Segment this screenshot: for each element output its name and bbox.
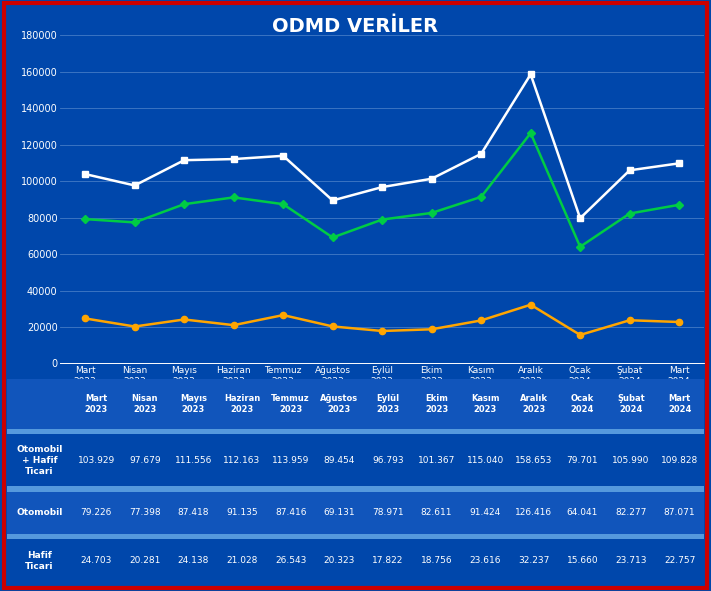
- Text: 126.416: 126.416: [515, 508, 552, 517]
- Text: 91.424: 91.424: [469, 508, 501, 517]
- Text: 109.828: 109.828: [661, 456, 698, 465]
- Text: 111.556: 111.556: [175, 456, 212, 465]
- Text: 96.793: 96.793: [372, 456, 404, 465]
- Bar: [7, 534, 704, 539]
- Text: 87.071: 87.071: [664, 508, 695, 517]
- Text: 79.226: 79.226: [80, 508, 112, 517]
- Text: Otomobil
+ Hafif
Ticari: Otomobil + Hafif Ticari: [16, 444, 63, 476]
- Legend: Otomobil + Hafif Ticari, Otomobil, Hafif Ticari: Otomobil + Hafif Ticari, Otomobil, Hafif…: [63, 431, 393, 449]
- Text: 87.418: 87.418: [178, 508, 209, 517]
- Text: 103.929: 103.929: [77, 456, 115, 465]
- Text: 22.757: 22.757: [664, 556, 695, 566]
- Text: 101.367: 101.367: [418, 456, 455, 465]
- Text: 89.454: 89.454: [324, 456, 355, 465]
- Text: 20.323: 20.323: [324, 556, 355, 566]
- Text: 21.028: 21.028: [226, 556, 258, 566]
- Text: 91.135: 91.135: [226, 508, 258, 517]
- Text: 26.543: 26.543: [275, 556, 306, 566]
- Text: 20.281: 20.281: [129, 556, 161, 566]
- Text: 79.701: 79.701: [567, 456, 598, 465]
- Text: 87.416: 87.416: [275, 508, 306, 517]
- Text: Aralık
2023: Aralık 2023: [520, 394, 547, 414]
- Text: Nisan
2023: Nisan 2023: [132, 394, 158, 414]
- Text: Ağustos
2023: Ağustos 2023: [320, 394, 358, 414]
- Text: Şubat
2024: Şubat 2024: [617, 394, 645, 414]
- Text: Kasım
2023: Kasım 2023: [471, 394, 499, 414]
- Text: Mart
2023: Mart 2023: [85, 394, 108, 414]
- Text: Otomobil: Otomobil: [16, 508, 63, 517]
- Text: 18.756: 18.756: [421, 556, 452, 566]
- Text: 112.163: 112.163: [223, 456, 261, 465]
- Text: 15.660: 15.660: [567, 556, 598, 566]
- Text: 77.398: 77.398: [129, 508, 161, 517]
- Bar: [7, 492, 704, 534]
- Text: 105.990: 105.990: [612, 456, 650, 465]
- Text: Eylül
2023: Eylül 2023: [376, 394, 400, 414]
- Text: 97.679: 97.679: [129, 456, 161, 465]
- Bar: [7, 539, 704, 583]
- Text: 24.138: 24.138: [178, 556, 209, 566]
- Text: 69.131: 69.131: [324, 508, 355, 517]
- Text: Mayıs
2023: Mayıs 2023: [180, 394, 207, 414]
- Text: 82.611: 82.611: [421, 508, 452, 517]
- Text: ODMD VERİLER: ODMD VERİLER: [272, 17, 439, 36]
- Text: 113.959: 113.959: [272, 456, 309, 465]
- Text: 23.713: 23.713: [615, 556, 647, 566]
- Text: Haziran
2023: Haziran 2023: [224, 394, 260, 414]
- Bar: [7, 429, 704, 434]
- Text: Temmuz
2023: Temmuz 2023: [272, 394, 310, 414]
- Text: Hafif
Ticari: Hafif Ticari: [26, 551, 54, 571]
- Text: 23.616: 23.616: [469, 556, 501, 566]
- Text: 17.822: 17.822: [373, 556, 404, 566]
- Text: 32.237: 32.237: [518, 556, 550, 566]
- Text: 78.971: 78.971: [372, 508, 404, 517]
- Bar: [7, 434, 704, 486]
- Bar: [7, 486, 704, 492]
- Text: Ocak
2024: Ocak 2024: [571, 394, 594, 414]
- Text: 158.653: 158.653: [515, 456, 552, 465]
- Text: 64.041: 64.041: [567, 508, 598, 517]
- Text: Ekim
2023: Ekim 2023: [425, 394, 448, 414]
- Text: Mart
2024: Mart 2024: [668, 394, 691, 414]
- Text: 115.040: 115.040: [466, 456, 504, 465]
- Text: 82.277: 82.277: [615, 508, 647, 517]
- Bar: [7, 379, 704, 429]
- Text: 24.703: 24.703: [80, 556, 112, 566]
